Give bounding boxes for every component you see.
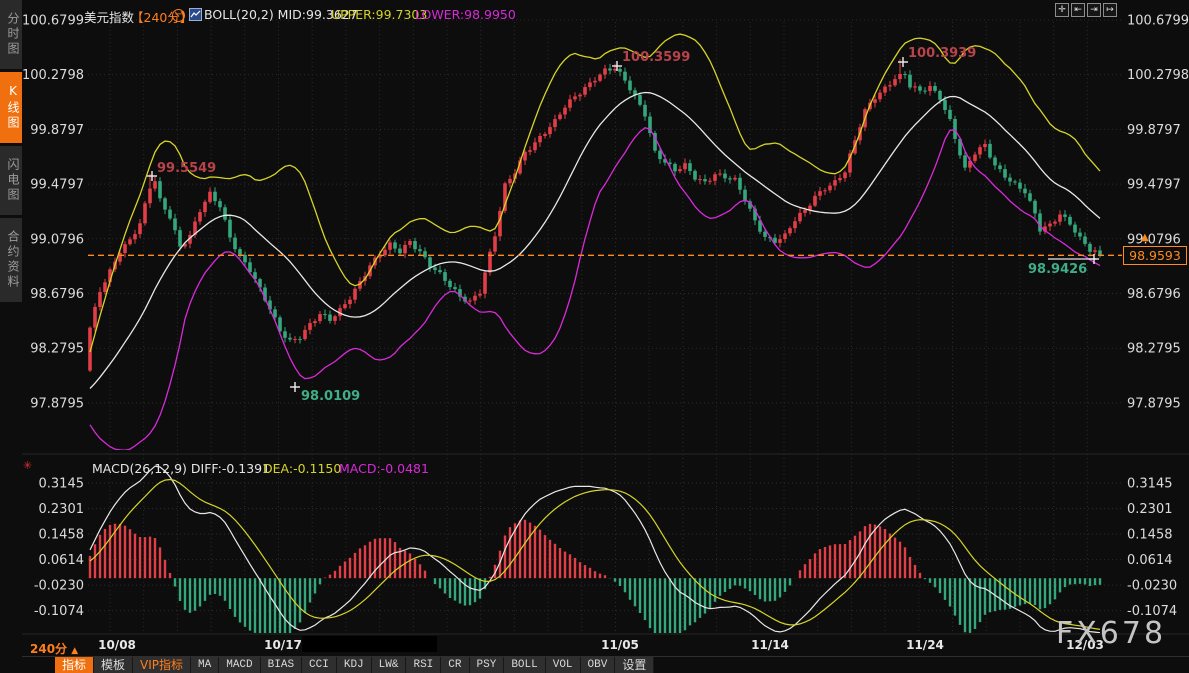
svg-text:98.6796: 98.6796 [30, 287, 84, 302]
compress-left-icon[interactable]: ⇤ [1071, 3, 1085, 17]
instrument-title: 美元指数 [84, 10, 135, 25]
svg-text:0.0614: 0.0614 [1127, 553, 1173, 568]
svg-text:99.0796: 99.0796 [1127, 232, 1181, 247]
current-price-badge: 98.9593 [1123, 246, 1187, 265]
candles-layer [88, 59, 1102, 372]
svg-text:0.2301: 0.2301 [1127, 502, 1173, 517]
svg-text:-0.0230: -0.0230 [1127, 579, 1177, 594]
period-up-arrow-icon: ▲ [71, 646, 79, 656]
svg-text:98.2795: 98.2795 [1127, 342, 1181, 357]
svg-text:100.6799: 100.6799 [22, 14, 84, 29]
toolbar-button-MACD[interactable]: MACD [219, 657, 261, 673]
svg-text:97.8795: 97.8795 [1127, 396, 1181, 411]
svg-text:0.3145: 0.3145 [1127, 477, 1173, 492]
toolbar-button-CCI[interactable]: CCI [302, 657, 337, 673]
svg-text:0.1458: 0.1458 [39, 528, 85, 543]
boll-upper-line [89, 33, 1101, 353]
toolbar-button-BOLL[interactable]: BOLL [504, 657, 546, 673]
chart-type-sidebar: 分时图 K线图闪电图合约资料 [0, 0, 22, 673]
date-tick-11/14: 11/14 [751, 638, 789, 652]
grid-layer [22, 19, 1189, 635]
toolbar-button-CR[interactable]: CR [441, 657, 470, 673]
svg-text:98.6796: 98.6796 [1127, 287, 1181, 302]
svg-text:100.2798: 100.2798 [1127, 68, 1189, 83]
chart-thumbnail-icon [189, 8, 202, 24]
toolbar-button-VOL[interactable]: VOL [545, 657, 581, 673]
svg-text:-0.1074: -0.1074 [1127, 604, 1177, 619]
sidebar-tab-K线图[interactable]: K线图 [0, 72, 22, 143]
svg-text:-0.1074: -0.1074 [34, 604, 84, 619]
period-selector-label: 240分 [30, 642, 68, 656]
svg-text:99.0796: 99.0796 [30, 232, 84, 247]
toolbar-button-RSI[interactable]: RSI [406, 657, 442, 673]
svg-text:99.4797: 99.4797 [1127, 178, 1181, 193]
shift-right-icon[interactable]: ↦ [1103, 3, 1117, 17]
svg-text:99.5549: 99.5549 [157, 161, 216, 176]
sidebar-tab-合约资料[interactable]: 合约资料 [0, 218, 22, 302]
toolbar-button-模板[interactable]: 模板 [94, 657, 134, 673]
macd-hist-readout: MACD:-0.0481 [339, 461, 429, 476]
svg-text:0.2301: 0.2301 [39, 502, 85, 517]
price-axis-labels: 100.6799 100.6799 100.2798 100.2798 99.8797 9… [22, 14, 1189, 620]
toolbar-button-KDJ[interactable]: KDJ [336, 657, 372, 673]
boll-mid-line [89, 91, 1101, 389]
macd-diff-readout: MACD(26,12,9) DIFF:-0.1391 [92, 461, 271, 476]
svg-text:98.9426: 98.9426 [1028, 262, 1087, 277]
svg-text:0.1458: 0.1458 [1127, 528, 1173, 543]
watermark: FX678 [1056, 616, 1167, 651]
svg-text:99.8797: 99.8797 [1127, 123, 1181, 138]
period-selector[interactable]: 240分 ▲ [30, 640, 78, 657]
svg-text:100.6799: 100.6799 [1127, 14, 1189, 29]
window-controls: ✛ ⇤ ⇥ ↦ [1055, 3, 1117, 17]
svg-text:98.0109: 98.0109 [301, 389, 360, 404]
boll-upper-readout: UPPER:99.7303 [331, 7, 428, 22]
macd-histogram-layer [88, 519, 1102, 633]
svg-text:100.3599: 100.3599 [622, 50, 690, 65]
toolbar-button-LW&[interactable]: LW& [371, 657, 407, 673]
toolbar-button-指标[interactable]: 指标 [55, 657, 95, 673]
minus-circle-icon[interactable]: − [172, 9, 185, 22]
sidebar-tab-闪电图[interactable]: 闪电图 [0, 146, 22, 215]
indicator-alert-icon[interactable]: ✳ [23, 459, 33, 472]
date-tick-10/08: 10/08 [98, 638, 136, 652]
indicator-toolbar: 指标 模板 VIP指标 MA MACD BIAS CCI KDJ LW& RSI CR PSY BOLL… [22, 656, 1189, 673]
toolbar-button-OBV[interactable]: OBV [580, 657, 616, 673]
toolbar-button-PSY[interactable]: PSY [469, 657, 505, 673]
svg-text:0.3145: 0.3145 [39, 477, 85, 492]
svg-text:100.2798: 100.2798 [22, 68, 84, 83]
date-tick-10/17: 10/17 [264, 638, 302, 652]
price-up-arrow-icon: ▲ [1141, 232, 1149, 243]
svg-text:-0.0230: -0.0230 [34, 579, 84, 594]
svg-text:98.2795: 98.2795 [30, 342, 84, 357]
scrollbar-thumb[interactable] [302, 636, 437, 652]
toolbar-button-MA[interactable]: MA [191, 657, 220, 673]
svg-text:99.8797: 99.8797 [30, 123, 84, 138]
svg-text:99.4797: 99.4797 [30, 178, 84, 193]
sidebar-tab-分时图[interactable]: 分时图 [0, 0, 22, 69]
boll-mid-readout: BOLL(20,2) MID:99.3627 [204, 7, 358, 22]
date-axis: 10/08 10/17 11/05 11/14 11/24 12/03 [0, 638, 1189, 654]
macd-dea-line [89, 478, 1101, 630]
annotations-layer: 99.5549 100.3599 100.3939 98.0109 98.9426 [147, 46, 1099, 404]
boll-lower-line [89, 126, 1101, 450]
date-tick-12/03: 12/03 [1066, 638, 1104, 652]
macd-diff-line [89, 465, 1101, 633]
crosshair-icon[interactable]: ✛ [1055, 3, 1069, 17]
toolbar-button-VIP指标[interactable]: VIP指标 [133, 657, 192, 673]
svg-text:100.3939: 100.3939 [908, 46, 976, 61]
boll-lower-readout: LOWER:98.9950 [415, 7, 516, 22]
svg-text:0.0614: 0.0614 [39, 553, 85, 568]
toolbar-button-BIAS[interactable]: BIAS [260, 657, 303, 673]
toolbar-button-设置[interactable]: 设置 [615, 657, 655, 673]
date-tick-11/24: 11/24 [906, 638, 944, 652]
compress-right-icon[interactable]: ⇥ [1087, 3, 1101, 17]
svg-text:97.8795: 97.8795 [30, 396, 84, 411]
date-tick-11/05: 11/05 [601, 638, 639, 652]
macd-dea-readout: DEA:-0.1150 [263, 461, 342, 476]
